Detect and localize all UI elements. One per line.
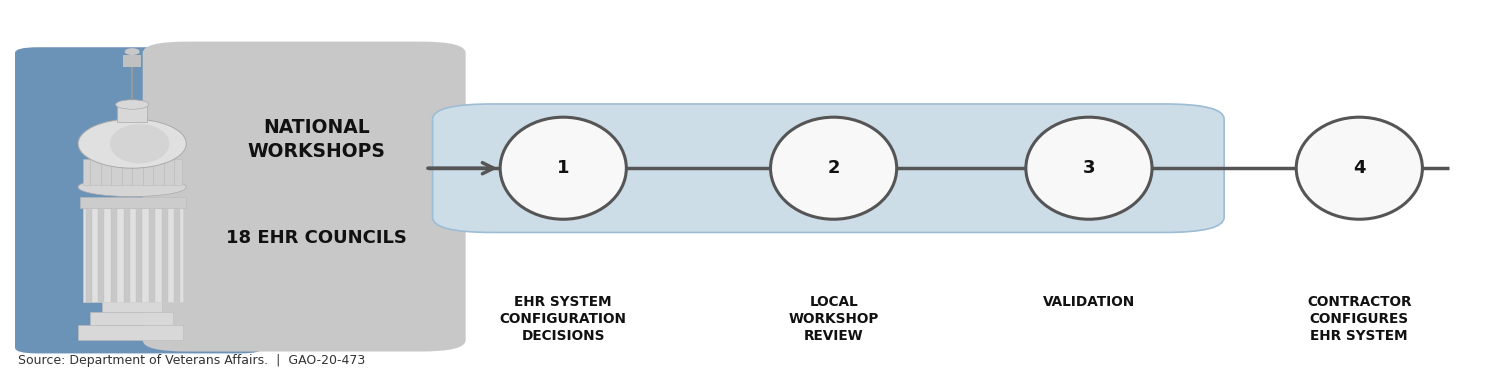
FancyBboxPatch shape	[433, 104, 1224, 232]
Text: 18 EHR COUNCILS: 18 EHR COUNCILS	[225, 229, 407, 247]
Text: LOCAL
WORKSHOP
REVIEW: LOCAL WORKSHOP REVIEW	[789, 295, 879, 344]
Bar	[83, 208, 183, 302]
Bar	[83, 159, 182, 185]
Ellipse shape	[1296, 117, 1422, 219]
Bar	[123, 208, 129, 302]
Bar	[149, 208, 155, 302]
Ellipse shape	[125, 48, 140, 55]
Ellipse shape	[78, 178, 186, 197]
Bar	[162, 208, 168, 302]
Ellipse shape	[500, 117, 626, 219]
Bar	[111, 208, 117, 302]
Text: 2: 2	[828, 159, 840, 177]
Text: 3: 3	[1083, 159, 1095, 177]
Ellipse shape	[771, 117, 897, 219]
Ellipse shape	[78, 119, 186, 168]
Bar	[90, 312, 173, 325]
Bar	[80, 197, 186, 208]
Ellipse shape	[110, 124, 170, 163]
Bar	[102, 301, 162, 312]
Text: NATIONAL
WORKSHOPS: NATIONAL WORKSHOPS	[248, 118, 385, 161]
Bar	[98, 208, 104, 302]
Ellipse shape	[116, 100, 149, 109]
Ellipse shape	[1026, 117, 1152, 219]
FancyBboxPatch shape	[143, 42, 466, 352]
Text: 1: 1	[557, 159, 569, 177]
Text: Source: Department of Veterans Affairs.  |  GAO-20-473: Source: Department of Veterans Affairs. …	[18, 355, 365, 367]
Text: CONTRACTOR
CONFIGURES
EHR SYSTEM: CONTRACTOR CONFIGURES EHR SYSTEM	[1307, 295, 1412, 344]
Bar	[78, 325, 183, 340]
Text: VALIDATION: VALIDATION	[1042, 295, 1136, 309]
Bar	[174, 208, 180, 302]
Text: 4: 4	[1353, 159, 1365, 177]
Bar	[123, 55, 141, 67]
Text: EHR SYSTEM
CONFIGURATION
DECISIONS: EHR SYSTEM CONFIGURATION DECISIONS	[500, 295, 626, 344]
Bar	[117, 105, 147, 122]
FancyBboxPatch shape	[15, 47, 263, 353]
Bar	[137, 208, 143, 302]
Bar	[86, 208, 92, 302]
